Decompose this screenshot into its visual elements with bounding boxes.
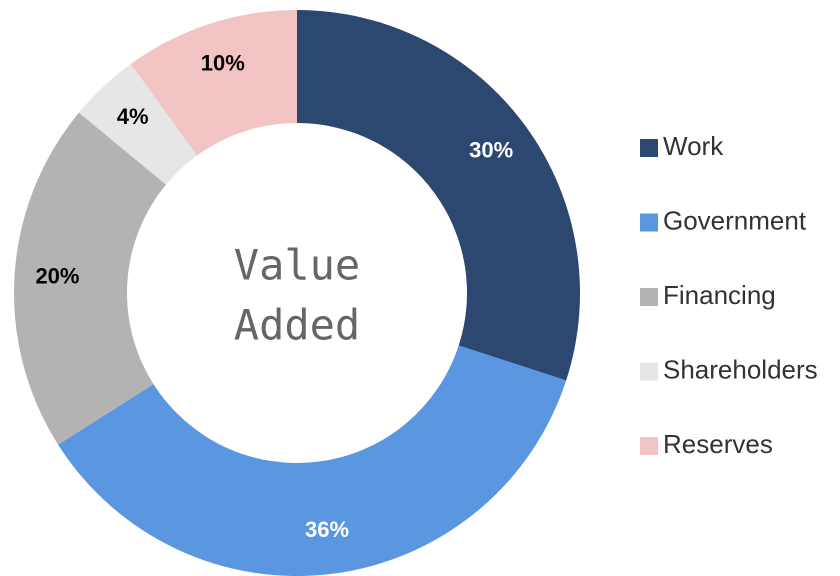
legend-label: Work (663, 131, 724, 161)
value-label: 4% (117, 104, 149, 129)
donut-segment (130, 10, 297, 156)
donut-segment (58, 345, 567, 576)
legend-swatch (640, 139, 658, 157)
value-label: 20% (35, 264, 79, 289)
donut-segment (297, 10, 580, 381)
legend-swatch (640, 288, 658, 306)
value-label: 10% (201, 51, 245, 76)
legend-label: Shareholders (663, 354, 818, 384)
center-title: Added (234, 301, 360, 350)
legend-swatch (640, 437, 658, 455)
legend-swatch (640, 362, 658, 381)
donut-segment (13, 112, 167, 445)
value-label: 36% (305, 517, 349, 542)
value-label: 30% (469, 138, 513, 163)
legend-label: Government (663, 205, 807, 235)
legend-swatch (640, 213, 658, 232)
legend-label: Financing (663, 280, 776, 310)
center-title: Value (234, 241, 360, 290)
legend-label: Reserves (663, 429, 773, 459)
donut-segment (78, 64, 198, 185)
